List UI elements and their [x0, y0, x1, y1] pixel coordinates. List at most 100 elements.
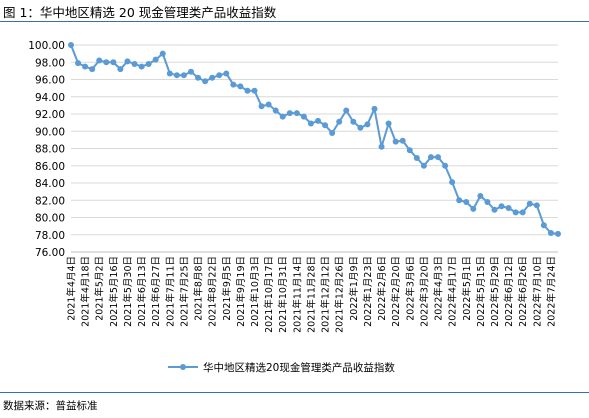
data-point	[180, 72, 187, 79]
y-tick-label: 88.00	[35, 144, 65, 156]
data-point	[498, 203, 505, 210]
y-tick-label: 100.00	[28, 40, 65, 52]
series	[68, 42, 561, 237]
x-tick-label: 2022年4月17日	[447, 256, 459, 327]
data-point	[82, 63, 89, 70]
y-tick-label: 98.00	[35, 57, 65, 69]
data-point	[166, 70, 173, 77]
x-tick-label: 2021年5月16日	[108, 256, 120, 327]
data-point	[279, 113, 286, 120]
x-tick-label: 2021年7月11日	[164, 256, 176, 327]
data-point	[329, 129, 336, 136]
data-point	[413, 154, 420, 161]
x-tick-label: 2021年11月28日	[305, 256, 317, 333]
data-point	[343, 107, 350, 114]
data-point	[138, 63, 145, 70]
data-point	[237, 83, 244, 90]
data-point	[484, 198, 491, 205]
y-axis-ticks: 76.00 78.00 80.00 82.00 84.00 86.00 88.00 90.00…	[28, 40, 65, 259]
data-point	[152, 56, 159, 63]
x-tick-label: 2021年4月4日	[66, 256, 78, 321]
data-point	[399, 137, 406, 144]
data-point	[477, 192, 484, 199]
data-point	[293, 110, 300, 117]
data-point	[357, 124, 364, 131]
y-tick-label: 82.00	[35, 195, 65, 207]
x-tick-label: 2021年8月22日	[207, 256, 219, 327]
data-point	[322, 122, 329, 129]
x-tick-label: 2021年6月27日	[150, 256, 162, 327]
y-tick-label: 84.00	[35, 178, 65, 190]
data-point	[406, 147, 413, 154]
x-tick-label: 2021年10月31日	[277, 256, 289, 333]
x-tick-label: 2021年9月19日	[235, 256, 247, 327]
legend-marker	[180, 364, 186, 370]
x-tick-label: 2022年2月6日	[376, 256, 388, 321]
data-point	[89, 66, 96, 73]
data-point	[258, 103, 265, 110]
data-point	[68, 42, 74, 48]
data-point	[371, 105, 378, 112]
data-point	[230, 81, 237, 88]
data-point	[392, 138, 399, 145]
x-tick-label: 2022年1月23日	[362, 256, 374, 327]
data-point	[272, 107, 279, 114]
x-tick-label: 2021年10月3日	[249, 256, 261, 327]
y-tick-label: 80.00	[35, 213, 65, 225]
data-point	[110, 59, 117, 66]
data-point	[96, 57, 103, 64]
data-point	[470, 205, 477, 212]
figure-title: 图 1：华中地区精选 20 现金管理类产品收益指数	[3, 5, 277, 20]
data-point	[512, 209, 519, 216]
data-point	[378, 143, 385, 150]
x-tick-label: 2021年12月26日	[334, 256, 346, 333]
data-point	[336, 118, 343, 125]
x-tick-label: 2022年5月15日	[475, 256, 487, 327]
data-point	[117, 66, 124, 73]
data-point	[350, 118, 357, 125]
x-tick-label: 2021年4月18日	[80, 256, 92, 327]
legend: 华中地区精选20现金管理类产品收益指数	[168, 361, 395, 374]
data-point	[209, 74, 216, 81]
data-point	[145, 60, 152, 67]
source-note: 数据来源：普益标准	[3, 400, 98, 412]
x-tick-label: 2022年3月20日	[418, 256, 430, 327]
x-tick-label: 2022年5月1日	[461, 256, 473, 321]
data-point	[223, 70, 230, 77]
data-point	[427, 154, 434, 161]
data-point	[547, 230, 554, 237]
data-point	[491, 206, 498, 213]
x-axis-ticks: 2021年4月4日 2021年4月18日 2021年5月2日 2021年5月16日 20…	[66, 256, 558, 333]
x-tick-label: 2022年6月12日	[503, 256, 515, 327]
data-point	[456, 197, 463, 204]
data-point	[187, 68, 194, 75]
x-tick-label: 2021年10月17日	[263, 256, 275, 333]
data-point	[315, 117, 322, 124]
x-tick-label: 2022年4月3日	[433, 256, 445, 321]
y-tick-label: 78.00	[35, 230, 65, 242]
data-point	[75, 60, 82, 67]
data-point	[173, 72, 180, 79]
data-point	[300, 113, 307, 120]
x-tick-label: 2021年5月2日	[94, 256, 106, 321]
data-point	[442, 162, 449, 169]
legend-label: 华中地区精选20现金管理类产品收益指数	[203, 361, 395, 374]
title-divider	[0, 21, 589, 22]
data-point	[540, 222, 547, 229]
data-point	[364, 121, 371, 128]
data-point	[385, 120, 392, 127]
data-point	[463, 198, 470, 205]
footer-divider	[0, 392, 589, 393]
x-tick-label: 2022年7月10日	[531, 256, 543, 327]
data-point	[195, 74, 202, 81]
data-point	[286, 110, 293, 117]
x-tick-label: 2021年9月5日	[221, 256, 233, 321]
x-tick-label: 2021年6月13日	[136, 256, 148, 327]
data-point	[216, 72, 223, 79]
data-point	[124, 58, 131, 65]
y-tick-label: 94.00	[35, 92, 65, 104]
data-point	[519, 209, 526, 216]
data-point	[307, 120, 314, 127]
y-tick-label: 96.00	[35, 75, 65, 87]
data-point	[526, 200, 533, 207]
